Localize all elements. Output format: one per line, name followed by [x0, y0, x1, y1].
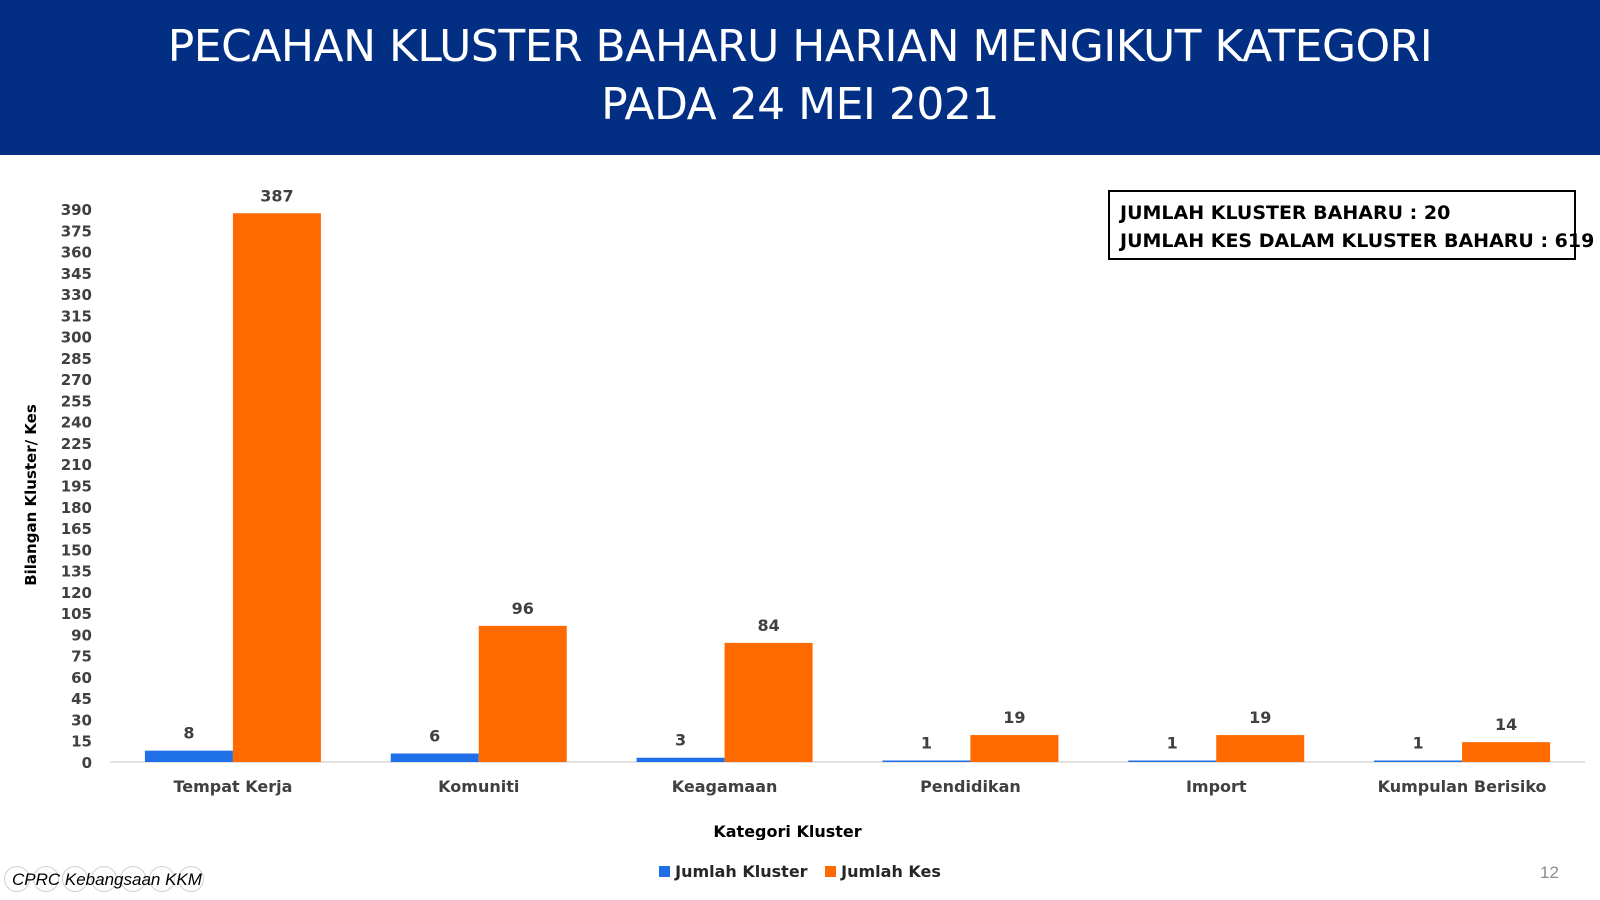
- legend-item-jumlah-kes: Jumlah Kes: [825, 862, 941, 881]
- y-tick-label: 255: [61, 392, 92, 410]
- title-banner: PECAHAN KLUSTER BAHARU HARIAN MENGIKUT K…: [0, 0, 1600, 155]
- data-label: 96: [512, 599, 534, 618]
- bar-jumlah-kes-0: [232, 213, 321, 762]
- x-category-label: Pendidikan: [920, 777, 1021, 796]
- chart-title-line2: PADA 24 MEI 2021: [601, 79, 999, 130]
- legend-label-jumlah-kluster: Jumlah Kluster: [675, 862, 808, 881]
- y-tick-label: 60: [71, 669, 92, 687]
- bar-jumlah-kluster-0: [144, 750, 233, 762]
- y-tick-label: 45: [71, 690, 92, 708]
- y-tick-label: 375: [61, 222, 92, 240]
- bar-jumlah-kes-3: [970, 735, 1059, 762]
- x-category-label: Komuniti: [438, 777, 519, 796]
- legend-label-jumlah-kes: Jumlah Kes: [841, 862, 941, 881]
- slide-nav-decoration: [4, 866, 207, 897]
- legend-swatch-jumlah-kes: [825, 866, 837, 877]
- y-tick-label: 225: [61, 435, 92, 453]
- bar-jumlah-kes-2: [724, 642, 813, 762]
- y-tick-label: 195: [61, 478, 92, 496]
- y-axis-title: Bilangan Kluster/ Kes: [22, 404, 40, 586]
- x-category-label: Kumpulan Berisiko: [1378, 777, 1547, 796]
- y-tick-label: 0: [82, 754, 92, 772]
- y-tick-label: 165: [61, 520, 92, 538]
- y-tick-label: 135: [61, 563, 92, 581]
- y-tick-label: 360: [61, 244, 92, 262]
- summary-total-cases: JUMLAH KES DALAM KLUSTER BAHARU : 619: [1120, 230, 1595, 252]
- bar-jumlah-kluster-2: [636, 757, 725, 762]
- y-tick-label: 180: [61, 499, 92, 517]
- legend-swatch-jumlah-kluster: [659, 866, 671, 877]
- bar-jumlah-kluster-4: [1128, 760, 1217, 762]
- y-tick-label: 75: [71, 648, 92, 666]
- bar-jumlah-kluster-1: [390, 753, 479, 762]
- y-tick-label: 330: [61, 286, 92, 304]
- x-category-label: Import: [1186, 777, 1247, 796]
- y-tick-label: 390: [61, 201, 92, 219]
- y-tick-label: 345: [61, 265, 92, 283]
- bar-chart: 0 15 30 45 60 75 90 105 120 135 150 165 180 195 210 225…: [22, 186, 1585, 840]
- y-tick-label: 285: [61, 350, 92, 368]
- summary-box: JUMLAH KLUSTER BAHARU : 20 JUMLAH KES DA…: [1108, 190, 1595, 260]
- bar-jumlah-kes-4: [1216, 735, 1305, 762]
- chart-legend: Jumlah Kluster Jumlah Kes: [0, 862, 1600, 881]
- x-category-label: Tempat Kerja: [173, 777, 292, 796]
- y-tick-label: 315: [61, 307, 92, 325]
- bar-jumlah-kluster-3: [882, 760, 971, 762]
- data-label: 19: [1249, 708, 1271, 727]
- data-label: 14: [1495, 715, 1517, 734]
- y-tick-label: 150: [61, 541, 92, 559]
- y-tick-label: 90: [71, 626, 92, 644]
- data-label: 1: [1413, 734, 1424, 753]
- data-label: 387: [260, 186, 293, 205]
- data-label: 19: [1003, 708, 1025, 727]
- data-label: 8: [183, 724, 194, 743]
- legend-item-jumlah-kluster: Jumlah Kluster: [659, 862, 808, 881]
- data-label: 84: [757, 616, 779, 635]
- x-category-label: Keagamaan: [672, 777, 778, 796]
- x-axis-title: Kategori Kluster: [713, 822, 861, 840]
- y-tick-label: 270: [61, 371, 92, 389]
- summary-total-clusters: JUMLAH KLUSTER BAHARU : 20: [1120, 202, 1451, 224]
- y-tick-label: 105: [61, 605, 92, 623]
- page-number: 12: [1540, 863, 1559, 882]
- bar-jumlah-kes-1: [478, 625, 567, 762]
- bar-jumlah-kluster-5: [1374, 760, 1463, 762]
- source-credit: CPRC Kebangsaan KKM: [12, 870, 202, 889]
- y-tick-label: 240: [61, 414, 92, 432]
- y-tick-label: 15: [71, 733, 92, 751]
- data-label: 1: [1167, 734, 1178, 753]
- data-label: 1: [921, 734, 932, 753]
- y-tick-label: 300: [61, 329, 92, 347]
- y-tick-label: 120: [61, 584, 92, 602]
- data-label: 3: [675, 731, 686, 750]
- chart-title-line1: PECAHAN KLUSTER BAHARU HARIAN MENGIKUT K…: [167, 21, 1433, 72]
- bar-jumlah-kes-5: [1462, 742, 1551, 762]
- data-label: 6: [429, 726, 440, 745]
- y-tick-label: 30: [71, 711, 92, 729]
- y-tick-label: 210: [61, 456, 92, 474]
